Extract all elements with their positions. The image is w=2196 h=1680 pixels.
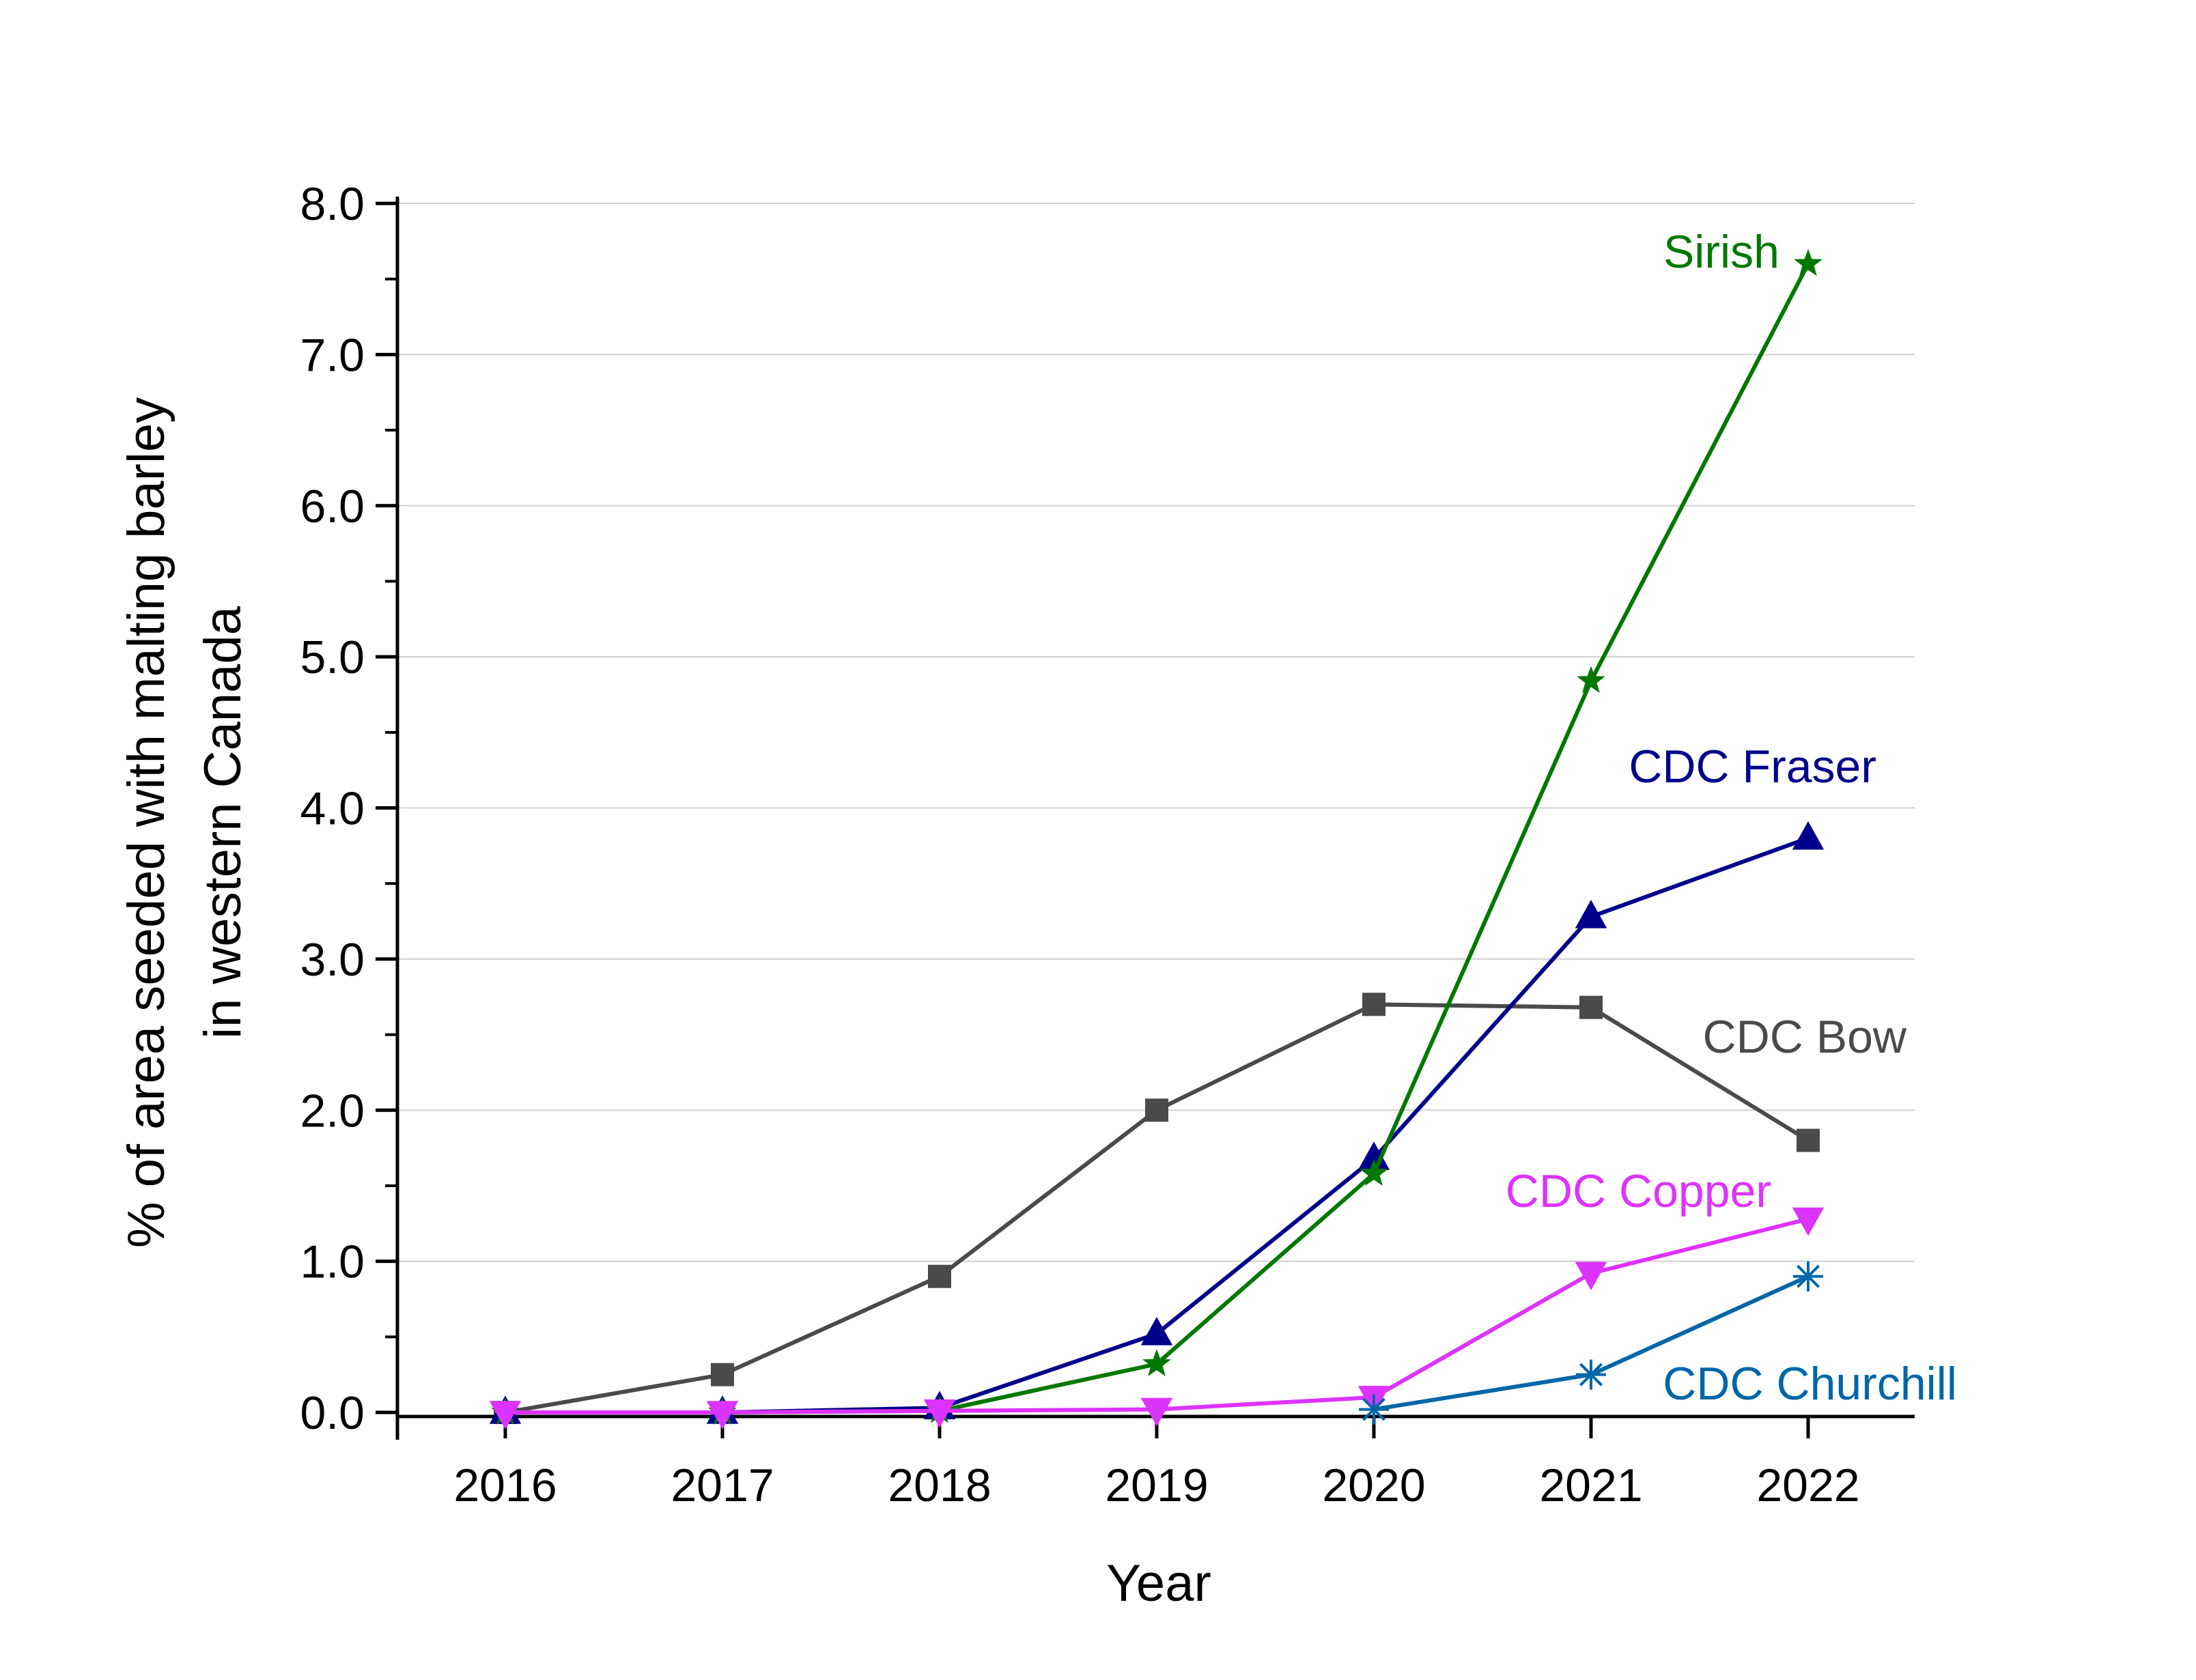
series-label: CDC Copper: [1506, 1165, 1771, 1217]
y-axis-title: % of area seeded with malting barley in …: [117, 397, 252, 1248]
data-point: [1575, 900, 1607, 928]
y-tick-label: 1.0: [300, 1236, 365, 1288]
y-axis-title-line2: in western Canada: [194, 606, 252, 1038]
data-point: [1579, 995, 1603, 1019]
ticks: 0.0 1.0 2.0 3.0 4.0 5.0 6.0 7.0 8.0 2016 2017 2018 2…: [300, 178, 1859, 1511]
data-point: [1576, 1359, 1606, 1390]
x-tick-label: 2017: [671, 1460, 774, 1511]
data-point: [1359, 1394, 1389, 1425]
data-point: [1577, 666, 1605, 694]
data-point: [1575, 1262, 1607, 1291]
series-label: CDC Fraser: [1629, 741, 1876, 793]
x-tick-label: 2019: [1105, 1460, 1208, 1511]
data-point: [489, 1401, 522, 1429]
data-point: [1797, 1128, 1820, 1152]
y-tick-label: 6.0: [300, 481, 365, 532]
y-axis-title-line1: % of area seeded with malting barley: [117, 397, 175, 1248]
data-point: [1357, 1141, 1390, 1170]
axes: [395, 197, 1915, 1440]
series-cdc-churchill: [1359, 1261, 1823, 1425]
y-tick-label: 8.0: [300, 178, 365, 230]
data-point: [711, 1363, 734, 1386]
data-point: [1140, 1397, 1173, 1427]
data-point: [1792, 821, 1825, 850]
series-sirish: [491, 248, 1822, 1425]
data-point: [928, 1264, 951, 1288]
series-label: CDC Churchill: [1663, 1358, 1957, 1410]
x-tick-label: 2016: [453, 1460, 557, 1511]
y-tick-label: 4.0: [300, 783, 365, 835]
x-tick-label: 2021: [1539, 1460, 1642, 1511]
data-point: [1140, 1317, 1173, 1346]
series-layer: [489, 248, 1825, 1429]
x-axis-title: Year: [1106, 1554, 1211, 1612]
x-tick-label: 2020: [1322, 1460, 1425, 1511]
data-point: [1142, 1349, 1171, 1376]
data-point: [1360, 1158, 1388, 1186]
data-point: [1792, 1207, 1825, 1236]
series-label: Sirish: [1663, 226, 1779, 278]
data-point: [1793, 1261, 1823, 1292]
gridlines: [397, 203, 1915, 1262]
y-tick-label: 7.0: [300, 329, 365, 381]
series-labels: CDC Bow CDC Fraser Sirish CDC Copper CDC Chu…: [1506, 226, 1957, 1410]
y-tick-label: 5.0: [300, 631, 365, 683]
data-point: [923, 1399, 956, 1428]
series-cdc-fraser: [489, 821, 1825, 1424]
y-tick-label: 3.0: [300, 934, 365, 986]
data-point: [1794, 248, 1822, 276]
y-tick-label: 2.0: [300, 1085, 365, 1137]
data-point: [1145, 1098, 1168, 1122]
x-tick-label: 2022: [1756, 1460, 1859, 1511]
series-line: [505, 263, 1810, 1414]
x-tick-label: 2018: [888, 1460, 991, 1511]
data-point: [1362, 993, 1385, 1016]
series-line: [505, 1216, 1809, 1414]
series-label: CDC Bow: [1703, 1011, 1907, 1063]
data-point: [706, 1401, 739, 1429]
y-tick-label: 0.0: [300, 1387, 365, 1439]
